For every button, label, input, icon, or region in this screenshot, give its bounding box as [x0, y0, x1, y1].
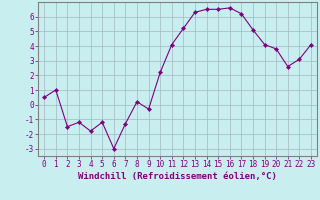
X-axis label: Windchill (Refroidissement éolien,°C): Windchill (Refroidissement éolien,°C) — [78, 172, 277, 181]
